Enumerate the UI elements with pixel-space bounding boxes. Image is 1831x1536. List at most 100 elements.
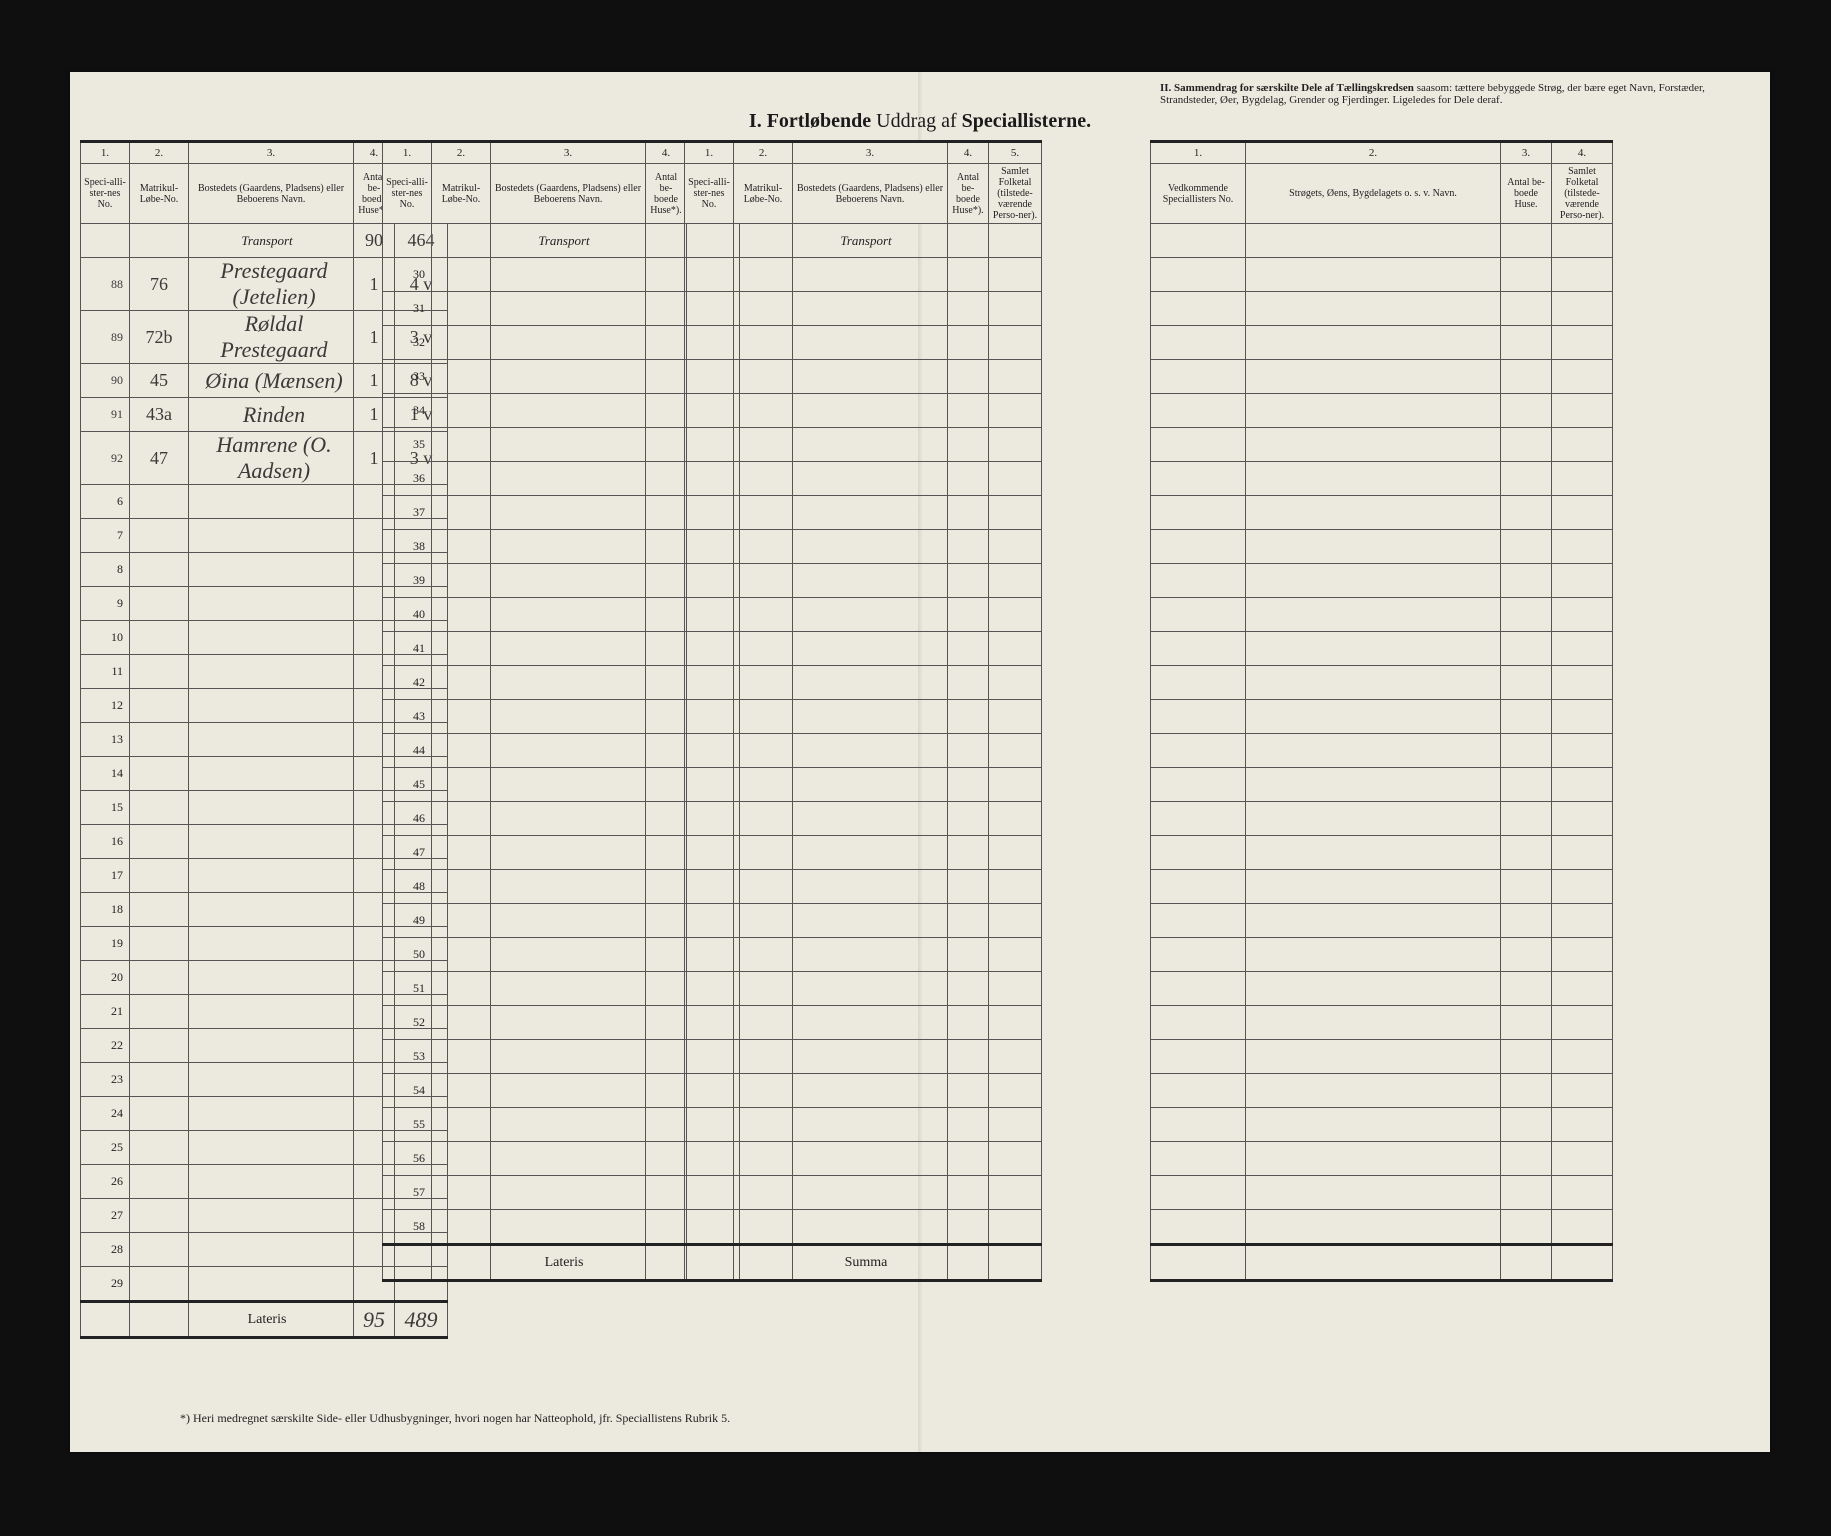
cell bbox=[1246, 326, 1501, 360]
cell bbox=[793, 598, 948, 632]
row-no-printed: 58 bbox=[383, 1210, 432, 1245]
cell bbox=[734, 700, 793, 734]
cell bbox=[989, 734, 1042, 768]
cell bbox=[1151, 564, 1246, 598]
transport-label: Transport bbox=[793, 224, 948, 258]
cell bbox=[1151, 1142, 1246, 1176]
cell bbox=[685, 462, 734, 496]
cell bbox=[989, 1074, 1042, 1108]
cell bbox=[491, 564, 646, 598]
cell bbox=[1246, 802, 1501, 836]
cell bbox=[646, 734, 687, 768]
cell bbox=[1151, 258, 1246, 292]
row-name: Prestegaard (Jetelien) bbox=[189, 258, 354, 311]
row-no-printed: 28 bbox=[81, 1233, 130, 1267]
cell bbox=[1501, 836, 1552, 870]
cell bbox=[646, 598, 687, 632]
cell bbox=[989, 972, 1042, 1006]
cell bbox=[432, 292, 491, 326]
cell bbox=[989, 768, 1042, 802]
cell bbox=[793, 972, 948, 1006]
row-no-printed: 15 bbox=[81, 791, 130, 825]
cell bbox=[948, 598, 989, 632]
cell bbox=[1246, 632, 1501, 666]
col-header: Speci-alli-ster-nes No. bbox=[685, 164, 734, 224]
cell bbox=[1552, 836, 1613, 870]
row-no-printed: 54 bbox=[383, 1074, 432, 1108]
cell bbox=[793, 836, 948, 870]
cell bbox=[189, 485, 354, 519]
row-no: 91 bbox=[81, 398, 130, 432]
cell bbox=[189, 961, 354, 995]
cell bbox=[491, 972, 646, 1006]
cell bbox=[130, 224, 189, 258]
cell bbox=[1151, 700, 1246, 734]
cell bbox=[432, 1108, 491, 1142]
cell bbox=[646, 1006, 687, 1040]
cell bbox=[948, 564, 989, 598]
cell bbox=[793, 360, 948, 394]
cell bbox=[130, 791, 189, 825]
row-no-printed: 43 bbox=[383, 700, 432, 734]
row-matrikul: 43a bbox=[130, 398, 189, 432]
row-no-printed: 27 bbox=[81, 1199, 130, 1233]
cell bbox=[685, 224, 734, 258]
cell bbox=[1151, 1040, 1246, 1074]
cell bbox=[1246, 394, 1501, 428]
col-num: 5. bbox=[989, 142, 1042, 164]
row-no-printed: 45 bbox=[383, 768, 432, 802]
cell bbox=[793, 428, 948, 462]
cell bbox=[1552, 530, 1613, 564]
cell bbox=[130, 859, 189, 893]
title-bold-2: Speciallisterne. bbox=[962, 110, 1091, 132]
transport-label: Transport bbox=[491, 224, 646, 258]
row-no-printed: 39 bbox=[383, 564, 432, 598]
cell bbox=[1151, 972, 1246, 1006]
cell bbox=[491, 462, 646, 496]
col-header: Bostedets (Gaardens, Pladsens) eller Beb… bbox=[793, 164, 948, 224]
cell bbox=[734, 1245, 793, 1281]
cell bbox=[491, 326, 646, 360]
row-no: 89 bbox=[81, 311, 130, 364]
cell bbox=[1552, 326, 1613, 360]
col-header: Antal be-boede Huse*). bbox=[948, 164, 989, 224]
cell bbox=[793, 462, 948, 496]
cell bbox=[734, 496, 793, 530]
cell bbox=[989, 1006, 1042, 1040]
cell bbox=[793, 394, 948, 428]
cell bbox=[1246, 938, 1501, 972]
row-no-printed: 34 bbox=[383, 394, 432, 428]
col-header: Strøgets, Øens, Bygdelagets o. s. v. Nav… bbox=[1246, 164, 1501, 224]
cell bbox=[948, 1006, 989, 1040]
row-no-printed: 10 bbox=[81, 621, 130, 655]
row-no-printed: 25 bbox=[81, 1131, 130, 1165]
cell bbox=[432, 734, 491, 768]
col-num: 4. bbox=[646, 142, 687, 164]
lateris-label: Summa bbox=[793, 1245, 948, 1281]
cell bbox=[646, 496, 687, 530]
cell bbox=[685, 938, 734, 972]
cell bbox=[1246, 224, 1501, 258]
cell bbox=[491, 530, 646, 564]
cell bbox=[793, 734, 948, 768]
cell bbox=[1246, 428, 1501, 462]
cell bbox=[734, 666, 793, 700]
cell bbox=[491, 632, 646, 666]
cell bbox=[432, 496, 491, 530]
cell bbox=[130, 723, 189, 757]
cell bbox=[1151, 326, 1246, 360]
cell bbox=[793, 802, 948, 836]
cell bbox=[948, 870, 989, 904]
cell bbox=[130, 1063, 189, 1097]
cell bbox=[646, 1176, 687, 1210]
cell bbox=[1501, 394, 1552, 428]
cell bbox=[189, 1097, 354, 1131]
cell bbox=[734, 836, 793, 870]
cell bbox=[1552, 394, 1613, 428]
cell bbox=[130, 1267, 189, 1302]
cell bbox=[1246, 1142, 1501, 1176]
cell bbox=[1246, 1210, 1501, 1245]
cell bbox=[734, 598, 793, 632]
cell bbox=[989, 700, 1042, 734]
cell bbox=[1501, 564, 1552, 598]
